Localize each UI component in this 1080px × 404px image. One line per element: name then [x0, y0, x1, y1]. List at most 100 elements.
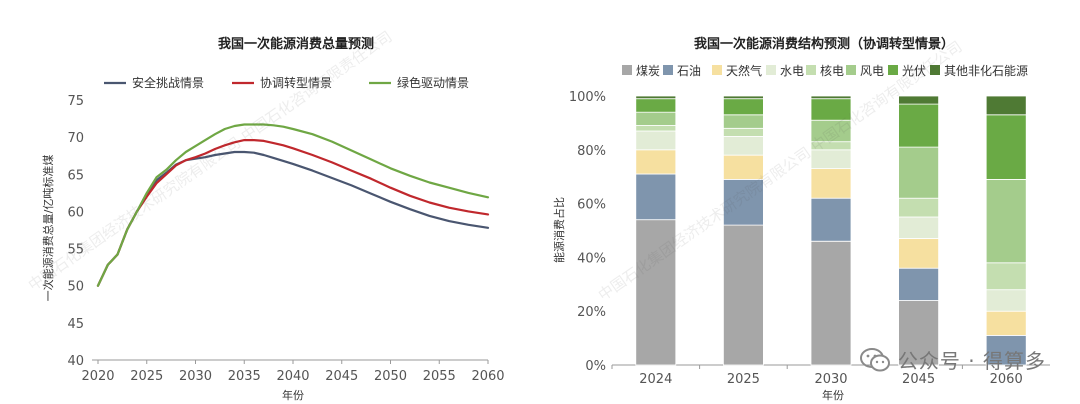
- bar-segment-2030-8: [810, 95, 852, 100]
- y-tick-label: 60: [67, 205, 84, 220]
- bar-segment-2025-5: [723, 127, 764, 137]
- y-tick-label: 100%: [569, 90, 606, 105]
- series-line-3: [96, 123, 490, 287]
- legend-label-3: 绿色驱动情景: [397, 75, 469, 90]
- bar-segment-2030-6: [810, 119, 852, 143]
- bar-segment-2045-2: [898, 267, 939, 301]
- y-tick-label: 55: [67, 243, 84, 258]
- bar-segment-2025-6: [723, 114, 764, 129]
- bar-segment-2024-4: [635, 130, 677, 151]
- legend-label-5: 核电: [820, 64, 844, 78]
- bar-chart-axes: 0% 20% 40% 60% 80% 100% 2024 2025 2030 2045 2060: [569, 90, 1050, 387]
- bar-segment-2060-5: [985, 262, 1027, 291]
- line-chart-x-axis-label: 年份: [282, 388, 304, 402]
- legend-swatch-5: [806, 65, 816, 75]
- line-chart-title: 我国一次能源消费总量预测: [218, 36, 374, 52]
- bar-segment-2060-4: [985, 289, 1027, 312]
- legend-swatch-7: [888, 65, 898, 75]
- bar-segment-2024-3: [635, 149, 677, 175]
- bar-segment-2024-5: [635, 125, 677, 132]
- y-tick-label: 75: [67, 94, 84, 109]
- x-tick-label: 2050: [374, 369, 407, 384]
- bar-segment-2025-4: [723, 135, 764, 156]
- y-tick-label: 0%: [585, 359, 606, 374]
- legend-label-1: 煤炭: [636, 64, 660, 78]
- bar-chart-x-axis-label: 年份: [822, 388, 844, 402]
- legend-label-1: 安全挑战情景: [132, 75, 204, 90]
- bar-segment-2045-7: [898, 103, 939, 148]
- y-tick-label: 50: [67, 280, 84, 295]
- y-tick-label: 70: [67, 131, 84, 146]
- bar-segment-2045-4: [898, 216, 939, 239]
- legend-label-7: 光伏: [902, 64, 926, 78]
- y-tick-label: 45: [67, 317, 84, 332]
- bar-segment-2045-8: [898, 95, 939, 105]
- bar-chart-y-axis-label: 能源消费占比: [552, 197, 566, 263]
- x-tick-label: 2030: [814, 372, 847, 387]
- bar-segment-2024-6: [635, 111, 677, 126]
- x-tick-label: 2055: [423, 369, 456, 384]
- x-tick-label: 2045: [325, 369, 358, 384]
- bar-segment-2030-4: [810, 149, 852, 170]
- bar-chart-title: 我国一次能源消费结构预测（协调转型情景）: [694, 36, 954, 52]
- bar-segment-2025-1: [723, 224, 764, 366]
- bar-segment-2045-1: [898, 299, 939, 366]
- y-tick-label: 40%: [577, 251, 606, 266]
- line-chart-series: [96, 123, 490, 287]
- x-tick-label: 2030: [179, 369, 212, 384]
- bar-segment-2060-8: [985, 95, 1027, 116]
- legend-swatch-6: [846, 65, 856, 75]
- x-tick-label: 2045: [902, 372, 935, 387]
- x-tick-label: 2024: [639, 372, 672, 387]
- y-tick-label: 65: [67, 168, 84, 183]
- line-chart: 我国一次能源消费总量预测 安全挑战情景 协调转型情景 绿色驱动情景 40 45 50 55…: [41, 36, 505, 402]
- y-tick-label: 60%: [577, 198, 606, 213]
- legend-label-2: 石油: [677, 64, 701, 78]
- bar-segment-2060-6: [985, 178, 1027, 264]
- x-tick-label: 2025: [727, 372, 760, 387]
- bar-segment-2024-1: [635, 219, 677, 366]
- bar-segment-2025-7: [723, 98, 764, 116]
- x-tick-label: 2040: [276, 369, 309, 384]
- line-chart-y-axis-label: 一次能源消费总量/亿吨标准煤: [41, 155, 55, 302]
- wechat-icon: [859, 347, 890, 371]
- legend-swatch-8: [930, 65, 940, 75]
- bar-segment-2030-3: [810, 168, 852, 199]
- bar-segment-2024-2: [635, 173, 677, 221]
- y-tick-label: 20%: [577, 305, 606, 320]
- bar-segment-2025-2: [723, 178, 764, 226]
- bar-segment-2024-7: [635, 98, 677, 113]
- stacked-bar-chart: 我国一次能源消费结构预测（协调转型情景） 煤炭 石油 天然气 水电 核电 风电 光伏 其他非化…: [552, 36, 1050, 402]
- bar-segment-2045-3: [898, 238, 939, 269]
- bar-segment-2025-8: [723, 95, 764, 100]
- wechat-account-label: 公众号 · 得算多: [897, 349, 1046, 373]
- bar-segment-2045-5: [898, 197, 939, 218]
- x-tick-label: 2060: [471, 369, 504, 384]
- bar-segment-2024-8: [635, 95, 677, 100]
- x-tick-label: 2035: [228, 369, 261, 384]
- bar-segment-2030-7: [810, 98, 852, 121]
- series-line-1: [96, 150, 490, 287]
- bar-segment-2030-2: [810, 197, 852, 242]
- y-tick-label: 80%: [577, 144, 606, 159]
- legend-swatch-3: [712, 65, 722, 75]
- bar-segment-2025-3: [723, 154, 764, 180]
- legend-swatch-2: [663, 65, 673, 75]
- bar-segment-2045-6: [898, 146, 939, 199]
- legend-swatch-1: [622, 65, 632, 75]
- series-line-2: [96, 139, 490, 287]
- bar-segment-2060-3: [985, 310, 1027, 336]
- line-chart-axes: 40 45 50 55 60 65 70 75 2020 2025 2030 2035 2040 2045…: [67, 94, 504, 384]
- bar-chart-bars: [635, 95, 1027, 366]
- bar-chart-legend: 煤炭 石油 天然气 水电 核电 风电 光伏 其他非化石能源: [622, 63, 1028, 78]
- wechat-watermark: 公众号 · 得算多: [859, 345, 1046, 374]
- bar-segment-2060-7: [985, 114, 1027, 180]
- legend-swatch-4: [766, 65, 776, 75]
- legend-label-3: 天然气: [726, 63, 762, 78]
- bar-segment-2030-5: [810, 141, 852, 151]
- x-tick-label: 2060: [990, 372, 1023, 387]
- line-chart-legend: 安全挑战情景 协调转型情景 绿色驱动情景: [104, 75, 469, 90]
- legend-label-8: 其他非化石能源: [944, 64, 1028, 78]
- legend-label-6: 风电: [860, 64, 884, 78]
